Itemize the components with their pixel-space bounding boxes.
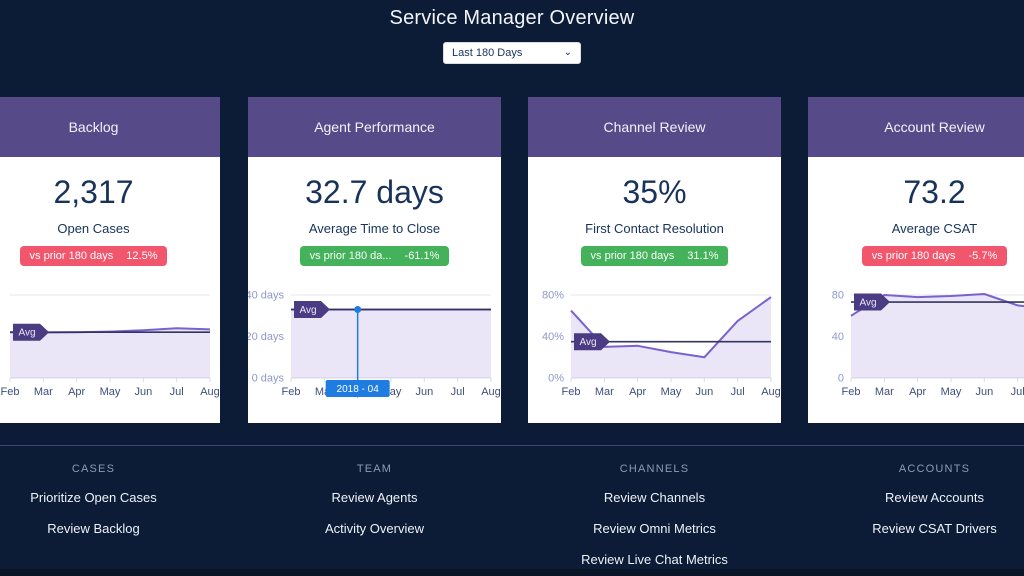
chevron-down-icon: ⌄: [563, 47, 572, 58]
svg-text:2018 - 04: 2018 - 04: [337, 384, 380, 395]
card-agent-performance: Agent Performance 32.7 days Average Time…: [248, 97, 501, 423]
svg-text:Jun: Jun: [134, 386, 152, 398]
bottom-strip: [0, 569, 1024, 576]
badge-value: -61.1%: [404, 250, 440, 262]
footer-heading: TEAM: [356, 463, 393, 475]
page-header: Service Manager Overview Last 180 Days ⌄: [0, 0, 1024, 64]
svg-text:Avg: Avg: [859, 298, 876, 309]
metric-value: 32.7 days: [305, 174, 444, 210]
link-review-channels[interactable]: Review Channels: [603, 490, 706, 505]
svg-text:Mar: Mar: [34, 386, 53, 398]
svg-text:80: 80: [832, 290, 844, 302]
link-review-omni-metrics[interactable]: Review Omni Metrics: [593, 521, 716, 536]
svg-text:Apr: Apr: [909, 386, 926, 398]
link-prioritize-open-cases[interactable]: Prioritize Open Cases: [30, 490, 157, 505]
page-title: Service Manager Overview: [389, 7, 635, 29]
footer-heading: ACCOUNTS: [898, 463, 971, 475]
metric-label: First Contact Resolution: [585, 221, 724, 236]
svg-text:Avg: Avg: [299, 305, 316, 316]
svg-text:0 days: 0 days: [252, 373, 285, 385]
svg-text:Feb: Feb: [842, 386, 861, 398]
metric-label: Average CSAT: [891, 221, 978, 236]
svg-text:Avg: Avg: [579, 337, 596, 348]
metric-label: Open Cases: [57, 221, 130, 236]
card-agent-performance-header[interactable]: Agent Performance: [248, 97, 501, 157]
badge-text: vs prior 180 days: [29, 250, 114, 262]
svg-text:May: May: [941, 386, 962, 398]
card-title: Account Review: [884, 119, 985, 135]
svg-text:Aug: Aug: [481, 386, 501, 398]
footer-heading: CASES: [71, 463, 116, 475]
svg-text:Avg: Avg: [18, 328, 35, 339]
footer-heading: CHANNELS: [619, 463, 690, 475]
badge-text: vs prior 180 days: [590, 250, 675, 262]
link-activity-overview[interactable]: Activity Overview: [325, 521, 424, 536]
svg-text:Jun: Jun: [695, 386, 713, 398]
svg-text:May: May: [100, 386, 121, 398]
metric-value: 2,317: [53, 174, 134, 210]
trend-chart[interactable]: Feb Mar Apr May Jun Jul Aug Avg: [0, 283, 220, 423]
svg-text:40 days: 40 days: [248, 290, 284, 302]
footer-column-accounts: ACCOUNTS Review Accounts Review CSAT Dri…: [808, 446, 1024, 537]
trend-chart[interactable]: 80% 40% 0%Feb Mar Apr May Jun Jul Aug Avg: [528, 283, 781, 423]
badge-text: vs prior 180 da...: [309, 250, 392, 262]
quick-links-footer: CASES Prioritize Open Cases Review Backl…: [0, 445, 1024, 575]
card-channel-review: Channel Review 35% First Contact Resolut…: [528, 97, 781, 423]
trend-chart[interactable]: 80400FebMarAprMayJunJulAugAvg: [808, 283, 1024, 423]
card-backlog-header[interactable]: Backlog: [0, 97, 220, 157]
link-review-backlog[interactable]: Review Backlog: [47, 521, 140, 536]
footer-column-channels: CHANNELS Review Channels Review Omni Met…: [528, 446, 781, 568]
badge-text: vs prior 180 days: [871, 250, 956, 262]
metric-label: Average Time to Close: [308, 221, 441, 236]
card-title: Channel Review: [603, 119, 706, 135]
card-title: Backlog: [68, 119, 119, 135]
badge-value: -5.7%: [968, 250, 998, 262]
svg-text:Aug: Aug: [761, 386, 781, 398]
svg-text:Jul: Jul: [170, 386, 184, 398]
svg-text:20 days: 20 days: [248, 331, 284, 343]
footer-column-team: TEAM Review Agents Activity Overview: [248, 446, 501, 537]
svg-text:0: 0: [838, 373, 844, 385]
badge-value: 31.1%: [687, 250, 719, 262]
svg-text:40: 40: [832, 331, 844, 343]
card-channel-review-header[interactable]: Channel Review: [528, 97, 781, 157]
svg-text:Mar: Mar: [875, 386, 894, 398]
svg-text:Feb: Feb: [282, 386, 301, 398]
svg-text:80%: 80%: [542, 290, 564, 302]
svg-text:Aug: Aug: [200, 386, 220, 398]
card-account-review-header[interactable]: Account Review: [808, 97, 1024, 157]
card-account-review: Account Review 73.2 Average CSAT vs prio…: [808, 97, 1024, 423]
link-review-accounts[interactable]: Review Accounts: [885, 490, 984, 505]
card-title: Agent Performance: [314, 119, 435, 135]
metric-value: 73.2: [903, 174, 966, 210]
comparison-badge: vs prior 180 days 31.1%: [580, 246, 729, 266]
comparison-badge: vs prior 180 days -5.7%: [861, 246, 1008, 266]
date-range-select[interactable]: Last 180 Days ⌄: [443, 42, 581, 64]
comparison-badge: vs prior 180 da... -61.1%: [299, 246, 450, 266]
svg-text:Feb: Feb: [562, 386, 581, 398]
svg-text:0%: 0%: [548, 373, 564, 385]
link-review-csat-drivers[interactable]: Review CSAT Drivers: [872, 521, 997, 536]
svg-text:Jun: Jun: [975, 386, 993, 398]
link-review-live-chat-metrics[interactable]: Review Live Chat Metrics: [581, 552, 728, 567]
svg-text:40%: 40%: [542, 331, 564, 343]
kpi-cards-row: Backlog 2,317 Open Cases vs prior 180 da…: [0, 97, 1024, 423]
comparison-badge: vs prior 180 days 12.5%: [19, 246, 168, 266]
link-review-agents[interactable]: Review Agents: [331, 490, 418, 505]
badge-value: 12.5%: [126, 250, 158, 262]
svg-text:Mar: Mar: [595, 386, 614, 398]
metric-value: 35%: [622, 174, 687, 210]
svg-text:Jul: Jul: [731, 386, 745, 398]
date-range-value: Last 180 Days: [452, 47, 523, 59]
svg-text:Jul: Jul: [1011, 386, 1024, 398]
card-backlog: Backlog 2,317 Open Cases vs prior 180 da…: [0, 97, 220, 423]
svg-text:Feb: Feb: [1, 386, 20, 398]
svg-text:Jun: Jun: [415, 386, 433, 398]
svg-text:Jul: Jul: [451, 386, 465, 398]
svg-text:May: May: [661, 386, 682, 398]
svg-text:Apr: Apr: [68, 386, 85, 398]
svg-text:Apr: Apr: [629, 386, 646, 398]
footer-column-cases: CASES Prioritize Open Cases Review Backl…: [0, 446, 220, 537]
